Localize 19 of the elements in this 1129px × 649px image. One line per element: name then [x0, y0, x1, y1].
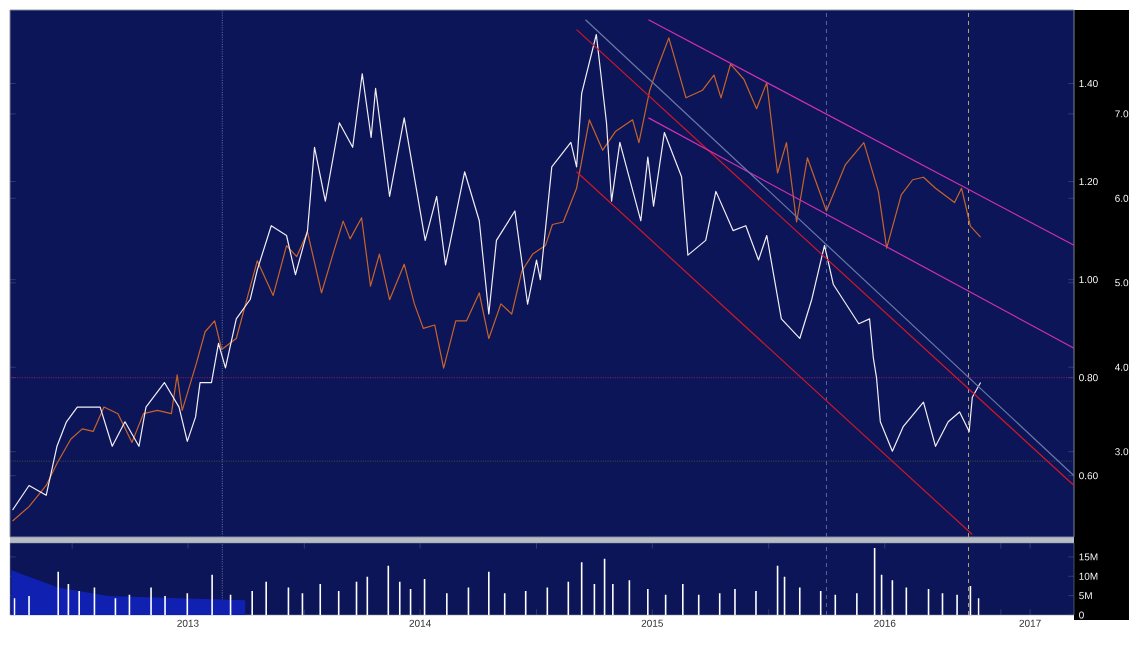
- y-tick-label: 1.40: [1079, 79, 1098, 88]
- x-tick-label: 2015: [641, 619, 663, 627]
- y-tick-label: 10M: [1079, 572, 1098, 580]
- x-tick-label: 2017: [1019, 619, 1041, 627]
- y2-tick-label: 6.0: [1115, 194, 1129, 202]
- x-tick-label: 2013: [177, 619, 199, 627]
- y-tick-label: 15M: [1079, 553, 1098, 561]
- y-tick-label: 5M: [1079, 592, 1092, 600]
- y2-tick-label: 7.0: [1115, 110, 1129, 118]
- y-tick-label: 0: [1079, 611, 1084, 619]
- y-tick-label: 0.80: [1079, 374, 1098, 382]
- y-tick-label: 1.20: [1079, 178, 1098, 186]
- y2-tick-label: 4.0: [1114, 363, 1129, 371]
- y2-tick-label: 5.0: [1115, 279, 1129, 287]
- y-tick-label: 1.00: [1079, 276, 1098, 284]
- x-tick-label: 2014: [409, 619, 431, 627]
- y-tick-label: 0.60: [1079, 472, 1098, 480]
- x-tick-label: 2016: [874, 619, 896, 627]
- y2-tick-label: 3.0: [1115, 448, 1129, 456]
